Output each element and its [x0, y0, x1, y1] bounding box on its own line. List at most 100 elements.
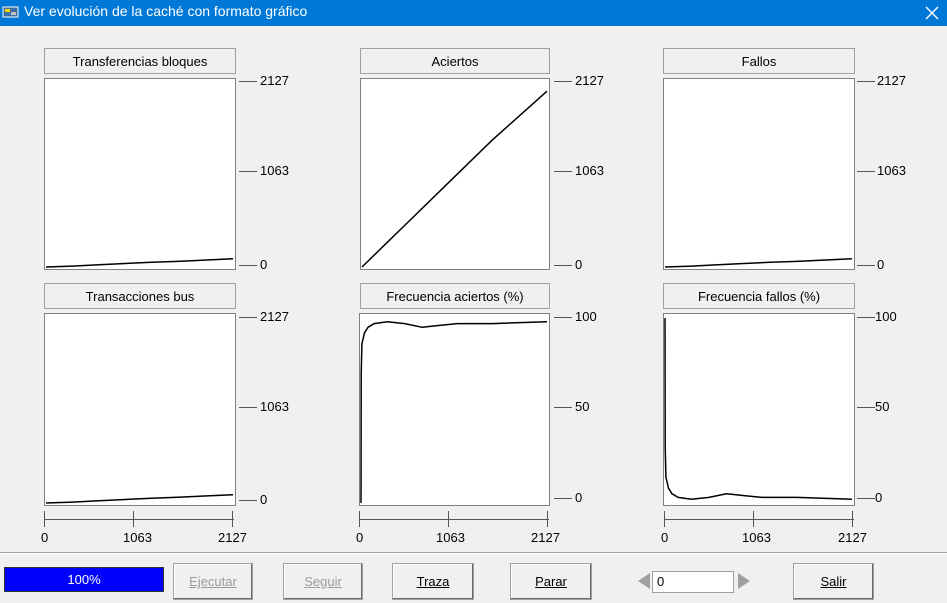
- series-line: [45, 493, 234, 504]
- y-tick-label: 2127: [260, 309, 289, 324]
- x-tick: [664, 511, 665, 527]
- chart-svg: [360, 320, 548, 504]
- y-tick: [554, 317, 572, 318]
- chart-svg: [664, 317, 853, 501]
- x-axis: [359, 519, 549, 520]
- y-tick-label: 2127: [575, 73, 604, 88]
- chart-title-freq-aciertos: Frecuencia aciertos (%): [360, 283, 550, 309]
- y-tick-label: 0: [260, 492, 268, 507]
- salir-mnemonic: Salir: [820, 574, 847, 589]
- y-tick: [857, 81, 875, 82]
- y-tick-label: 100: [875, 309, 897, 324]
- y-tick-label: 2127: [877, 73, 906, 88]
- y-tick: [239, 265, 257, 266]
- x-tick-label: 2127: [838, 530, 867, 545]
- y-tick-label: 50: [575, 399, 590, 414]
- title-bar: Ver evolución de la caché con formato gr…: [0, 0, 947, 26]
- app-icon: [2, 6, 19, 18]
- x-axis: [44, 519, 234, 520]
- parar-mnemonic: Parar: [535, 574, 567, 589]
- chart-title-transacciones: Transacciones bus: [44, 283, 236, 309]
- ejecutar-button[interactable]: Ejecutar: [173, 563, 253, 600]
- x-tick: [852, 511, 853, 527]
- y-tick-label: 1063: [260, 399, 289, 414]
- x-tick-label: 2127: [531, 530, 560, 545]
- x-tick-label: 1063: [436, 530, 465, 545]
- ejecutar-mnemonic: Ejecutar: [189, 574, 237, 589]
- y-tick: [554, 265, 572, 266]
- x-tick: [232, 511, 233, 527]
- y-tick-label: 100: [575, 309, 597, 324]
- x-tick: [44, 511, 45, 527]
- y-tick-label: 0: [875, 490, 883, 505]
- y-tick: [857, 407, 875, 408]
- y-tick-label: 0: [260, 257, 268, 272]
- chart-title-transferencias: Transferencias bloques: [44, 48, 236, 74]
- chart-title-freq-fallos: Frecuencia fallos (%): [663, 283, 855, 309]
- seguir-mnemonic: Seguir: [304, 574, 342, 589]
- chart-fallos: [663, 78, 855, 270]
- y-tick-label: 1063: [260, 163, 289, 178]
- y-tick-label: 1063: [877, 163, 906, 178]
- y-tick-label: 0: [877, 257, 885, 272]
- series-line: [45, 258, 234, 268]
- x-tick-label: 2127: [218, 530, 247, 545]
- traza-mnemonic: Traza: [416, 574, 450, 589]
- y-tick: [554, 171, 572, 172]
- x-axis: [664, 519, 854, 520]
- chart-title-fallos: Fallos: [663, 48, 855, 74]
- chart-svg: [361, 90, 548, 268]
- series-line: [664, 258, 853, 268]
- y-tick-label: 50: [875, 399, 890, 414]
- chart-svg: [664, 258, 853, 268]
- series-line: [361, 90, 548, 268]
- y-tick: [554, 81, 572, 82]
- progress-bar: 100%: [4, 567, 164, 592]
- x-tick: [448, 511, 449, 527]
- x-tick-label: 0: [356, 530, 364, 545]
- chart-title-aciertos: Aciertos: [360, 48, 550, 74]
- y-tick: [857, 498, 875, 499]
- parar-button[interactable]: Parar: [510, 563, 592, 600]
- seguir-button[interactable]: Seguir: [283, 563, 363, 600]
- y-tick: [857, 171, 875, 172]
- y-tick-label: 0: [575, 257, 583, 272]
- y-tick-label: 1063: [575, 163, 604, 178]
- x-tick-label: 0: [661, 530, 669, 545]
- chart-svg: [45, 493, 234, 504]
- chart-freq-fallos: [663, 313, 855, 506]
- x-tick: [547, 511, 548, 527]
- chart-aciertos: [360, 78, 550, 270]
- y-tick-label: 0: [575, 490, 583, 505]
- prev-arrow-icon[interactable]: [636, 571, 652, 591]
- y-tick: [239, 407, 257, 408]
- x-tick: [359, 511, 360, 527]
- y-tick: [857, 317, 875, 318]
- traza-button[interactable]: Traza: [392, 563, 474, 600]
- y-tick: [554, 407, 572, 408]
- separator: [0, 552, 947, 554]
- y-tick: [554, 498, 572, 499]
- salir-button[interactable]: Salir: [793, 563, 874, 600]
- x-tick: [133, 511, 134, 527]
- x-tick-label: 1063: [123, 530, 152, 545]
- y-tick: [239, 171, 257, 172]
- chart-transferencias: [44, 78, 236, 270]
- series-line: [664, 317, 853, 501]
- step-counter-input[interactable]: 0: [652, 571, 734, 593]
- window-title: Ver evolución de la caché con formato gr…: [24, 3, 308, 19]
- y-tick: [239, 81, 257, 82]
- y-tick: [239, 317, 257, 318]
- next-arrow-icon[interactable]: [736, 571, 752, 591]
- x-tick: [753, 511, 754, 527]
- chart-freq-aciertos: [359, 313, 550, 506]
- x-tick-label: 1063: [742, 530, 771, 545]
- chart-svg: [45, 258, 234, 268]
- y-tick: [239, 500, 257, 501]
- y-tick-label: 2127: [260, 73, 289, 88]
- x-tick-label: 0: [41, 530, 49, 545]
- y-tick: [857, 265, 875, 266]
- close-button[interactable]: [917, 0, 947, 26]
- close-icon: [925, 6, 939, 20]
- series-line: [360, 320, 548, 504]
